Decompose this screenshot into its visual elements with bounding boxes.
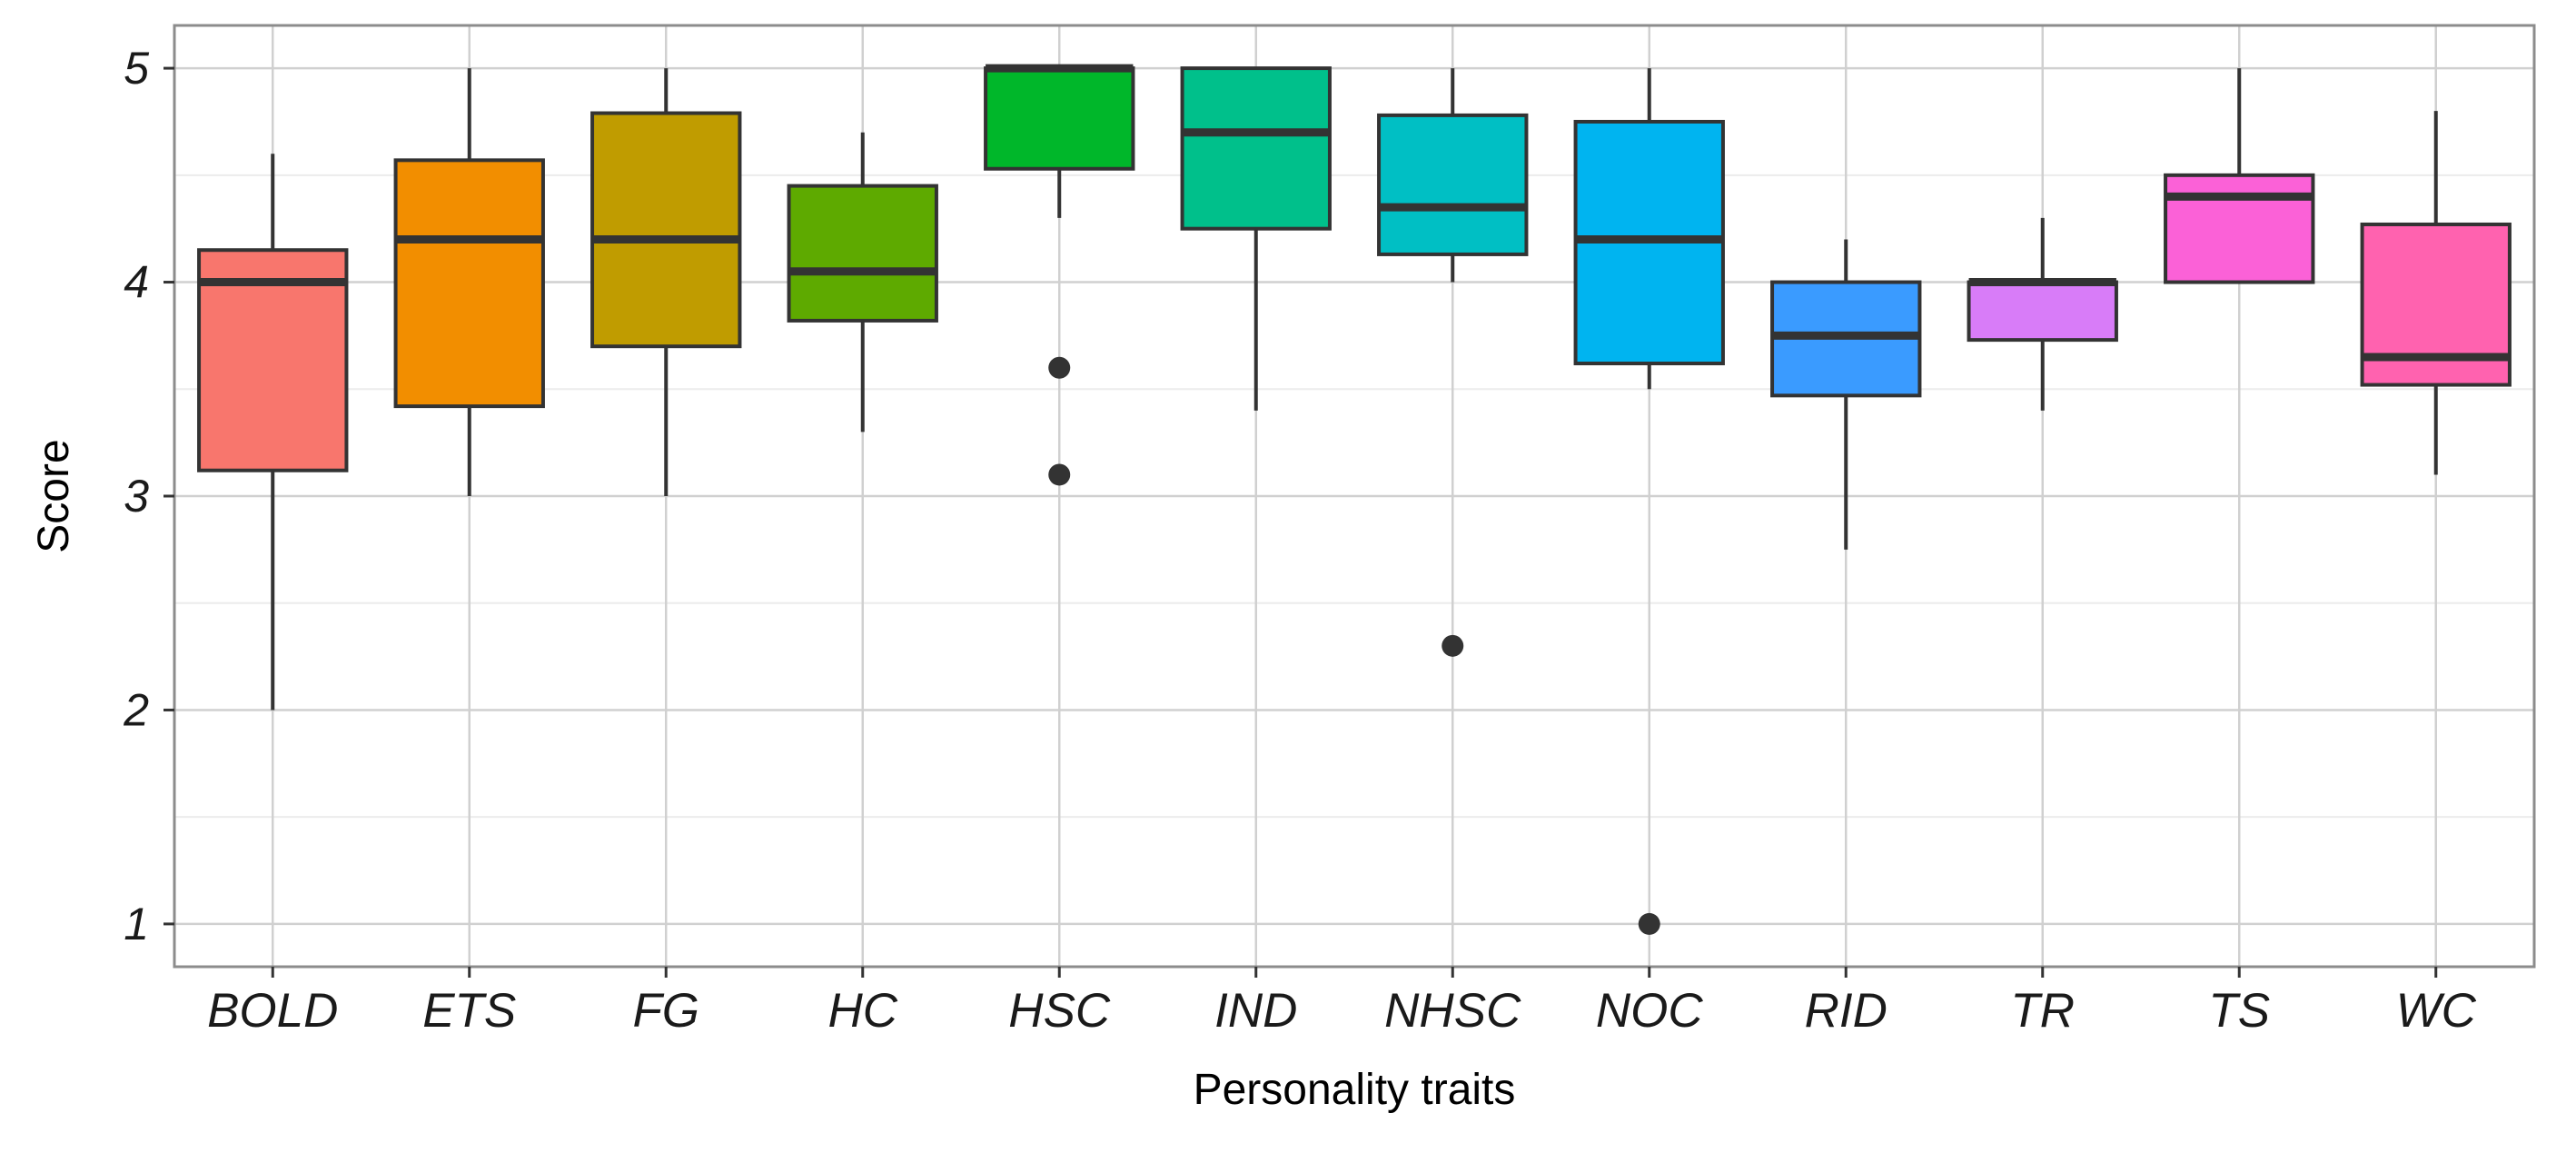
box-hsc: [984, 64, 1135, 486]
x-tick-label: TS: [2208, 984, 2270, 1038]
box-body: [197, 248, 349, 472]
box-body: [787, 184, 938, 323]
box-ind: [1180, 66, 1332, 411]
box-series: [197, 64, 2512, 935]
x-axis-ticks: BOLD ETS FG HC HSC IND NHSC NOC RID TR TS WC: [207, 967, 2477, 1038]
x-axis-title: Personality traits: [1194, 1066, 1516, 1114]
box-nhsc: [1377, 68, 1529, 657]
box-ts: [2164, 68, 2315, 284]
outlier-point: [1442, 634, 1464, 657]
outlier-point: [1048, 356, 1071, 379]
minor-gridlines: [174, 174, 2534, 819]
box-ets: [393, 68, 545, 496]
box-body: [984, 66, 1135, 171]
y-tick-label: 2: [123, 684, 149, 735]
y-axis-ticks: 1 2 3 4 5: [123, 43, 174, 949]
x-tick-label: IND: [1214, 984, 1297, 1038]
x-tick-label: HSC: [1008, 984, 1111, 1038]
x-tick-label: NHSC: [1384, 984, 1521, 1038]
y-tick-label: 3: [124, 471, 149, 522]
box-body: [1180, 66, 1332, 231]
outlier-point: [1638, 912, 1660, 935]
box-body: [1377, 113, 1529, 256]
box-bold: [197, 154, 349, 711]
box-fg: [590, 68, 742, 496]
x-tick-label: NOC: [1596, 984, 1704, 1038]
x-tick-label: ETS: [422, 984, 516, 1038]
x-tick-label: BOLD: [207, 984, 338, 1038]
x-tick-label: WC: [2396, 984, 2477, 1038]
outlier-point: [1048, 463, 1071, 486]
x-tick-label: RID: [1805, 984, 1887, 1038]
box-rid: [1770, 239, 1922, 550]
x-tick-label: TR: [2010, 984, 2075, 1038]
y-tick-label: 4: [124, 257, 149, 308]
box-wc: [2360, 111, 2512, 475]
x-tick-label: HC: [827, 984, 897, 1038]
y-tick-label: 5: [124, 43, 149, 94]
box-hc: [787, 132, 938, 432]
box-body: [590, 111, 742, 349]
box-body: [393, 158, 545, 409]
y-axis-title: Score: [30, 439, 78, 552]
box-body: [1967, 280, 2118, 343]
box-body: [2164, 173, 2315, 284]
box-noc: [1573, 68, 1725, 935]
box-tr: [1967, 217, 2118, 411]
y-tick-label: 1: [124, 899, 149, 949]
x-tick-label: FG: [632, 984, 699, 1038]
